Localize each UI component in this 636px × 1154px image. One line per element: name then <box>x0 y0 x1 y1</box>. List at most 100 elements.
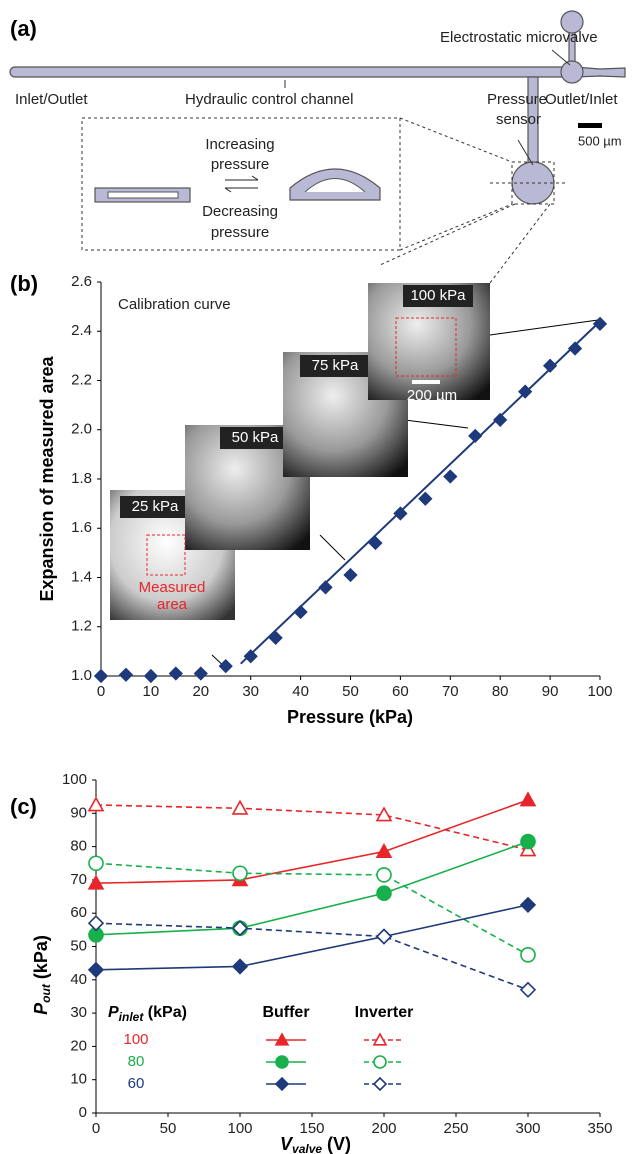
label: Hydraulic control channel <box>185 91 353 108</box>
series-line <box>95 862 529 956</box>
marker <box>418 491 433 506</box>
annotation: 25 kPa <box>132 498 179 515</box>
label-main: P <box>108 1004 119 1021</box>
marker <box>375 806 393 822</box>
dashed-line <box>399 117 513 163</box>
x-tick-label: 40 <box>292 683 309 700</box>
marker <box>93 668 109 684</box>
marker <box>375 928 393 945</box>
chart-title: Calibration curve <box>118 296 231 313</box>
marker <box>520 833 536 850</box>
annotation: 50 kPa <box>232 429 279 446</box>
series-line <box>95 840 529 936</box>
dashed-line <box>489 203 551 284</box>
label: Outlet/Inlet <box>545 91 618 108</box>
measured-box <box>395 317 457 377</box>
annotation: 100 kPa <box>410 287 466 304</box>
leader <box>404 419 469 429</box>
label-sub: out <box>39 983 53 1003</box>
panel-label: (c) <box>10 794 37 819</box>
x-tick-label: 50 <box>160 1120 177 1137</box>
measured-box <box>146 534 186 576</box>
marker <box>567 341 583 356</box>
y-tick-label: 50 <box>70 937 87 954</box>
marker <box>87 961 105 978</box>
label: Pressure <box>487 91 547 108</box>
legend-row: 60 <box>128 1075 145 1092</box>
y-tick-label: 20 <box>70 1037 87 1054</box>
marker <box>393 506 408 521</box>
annotation: area <box>157 596 188 613</box>
marker <box>268 630 283 645</box>
marker <box>519 981 537 998</box>
marker <box>168 666 183 681</box>
x-tick-label: 10 <box>143 683 160 700</box>
label-unit: (kPa) <box>143 1004 187 1021</box>
marker <box>542 358 558 373</box>
legend-row: 80 <box>128 1053 145 1070</box>
label-unit: (kPa) <box>31 935 51 984</box>
x-tick-label: 80 <box>492 683 509 700</box>
x-tick-label: 70 <box>442 683 459 700</box>
marker <box>293 604 308 620</box>
marker <box>231 958 249 975</box>
x-tick-label: 30 <box>242 683 259 700</box>
y-tick-label: 1.8 <box>71 470 92 487</box>
x-tick-label: 0 <box>92 1120 100 1137</box>
y-tick-label: 0 <box>79 1104 87 1121</box>
label-main: V <box>280 1134 294 1154</box>
annotation: 200 µm <box>407 387 457 404</box>
leader <box>489 319 599 336</box>
marker <box>88 855 104 872</box>
legend-marker <box>372 1076 388 1092</box>
marker <box>592 316 608 331</box>
arrows <box>224 175 259 193</box>
label-bg <box>403 285 473 307</box>
label-bg <box>300 355 370 377</box>
valve <box>560 60 584 84</box>
y-tick-label: 100 <box>62 771 87 788</box>
x-tick-label: 250 <box>443 1120 468 1137</box>
legend-marker <box>373 1055 387 1069</box>
y-tick-label: 90 <box>70 804 87 821</box>
y-tick-label: 80 <box>70 838 87 855</box>
label: Electrostatic microvalve <box>440 29 598 46</box>
panel-label: (a) <box>10 16 37 41</box>
marker <box>232 865 248 882</box>
marker <box>519 791 537 807</box>
marker <box>243 649 258 664</box>
y-tick-label: 10 <box>70 1071 87 1088</box>
marker <box>468 428 483 444</box>
marker <box>118 667 134 682</box>
x-tick-label: 350 <box>587 1120 612 1137</box>
legend-marker <box>274 1076 290 1092</box>
dashed-line <box>399 203 513 251</box>
x-tick-label: 100 <box>587 683 612 700</box>
marker <box>518 384 533 399</box>
marker <box>376 867 392 883</box>
series-line <box>95 904 529 971</box>
marker <box>87 874 105 890</box>
y-tick-label: 1.6 <box>71 519 92 536</box>
y-tick-label: 60 <box>70 904 87 921</box>
annotation: Measured <box>139 579 206 596</box>
panel-a: (a) Electrostatic microvalve Inlet/Outle… <box>9 10 626 284</box>
axis-label: Pout (kPa) <box>31 935 53 1015</box>
marker <box>318 580 333 595</box>
label: Increasing <box>205 136 274 153</box>
leader <box>517 139 534 166</box>
membrane-cavity <box>107 191 179 199</box>
legend-header: Buffer <box>262 1004 309 1021</box>
series-line <box>95 922 529 991</box>
scale-bar <box>578 123 602 128</box>
marker <box>193 666 208 681</box>
marker <box>143 668 159 684</box>
label: 500 µm <box>578 133 622 148</box>
legend-marker <box>372 1032 388 1046</box>
y-tick-label: 1.2 <box>71 618 92 635</box>
label-sub: valve <box>292 1142 322 1154</box>
marker <box>375 842 393 858</box>
y-tick-label: 40 <box>70 971 87 988</box>
y-tick-label: 1.0 <box>71 667 92 684</box>
annotation: 75 kPa <box>312 357 359 374</box>
